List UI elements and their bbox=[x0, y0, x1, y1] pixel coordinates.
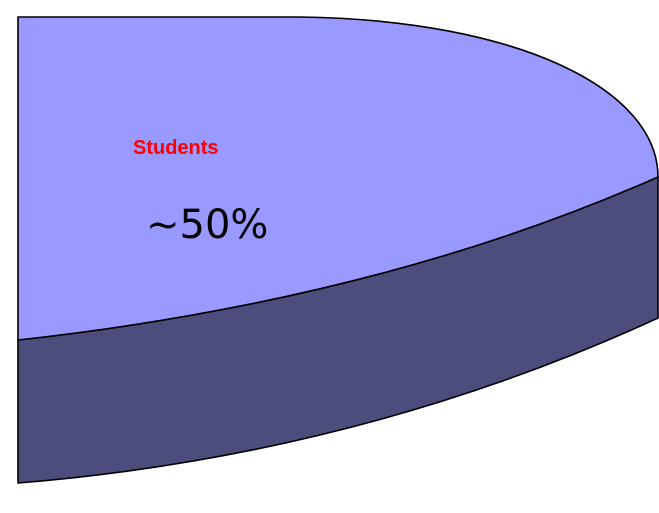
slice-label-students: Students bbox=[133, 137, 219, 159]
pie-slice-students bbox=[17, 16, 659, 341]
slice-value-students: ~50% bbox=[146, 202, 269, 248]
